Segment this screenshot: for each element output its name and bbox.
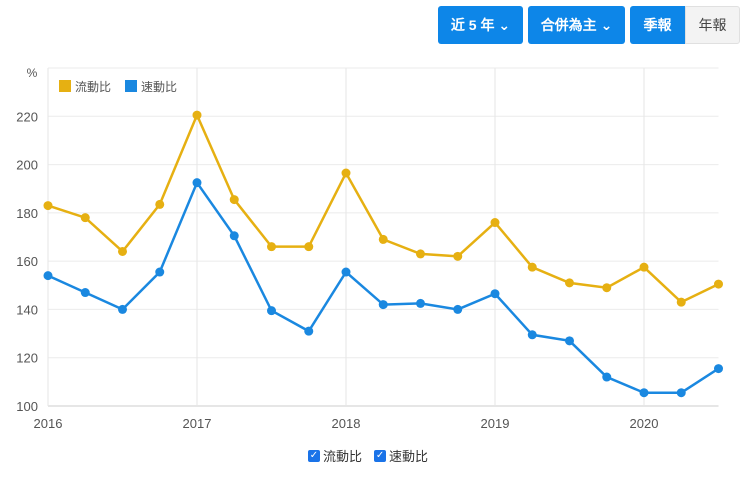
data-point-0-6 xyxy=(267,242,276,252)
data-point-0-1 xyxy=(80,213,90,223)
quarterly-button[interactable]: 季報 xyxy=(630,6,685,44)
data-point-1-17 xyxy=(676,388,686,398)
toggle-label: 速動比 xyxy=(389,449,429,464)
data-point-1-10 xyxy=(416,298,425,308)
y-tick-label: 180 xyxy=(16,206,38,221)
data-point-1-5 xyxy=(229,231,239,241)
annual-button[interactable]: 年報 xyxy=(685,6,740,44)
checkbox-checked-icon[interactable]: ✓ xyxy=(374,449,387,462)
data-point-1-12 xyxy=(490,289,500,299)
data-point-1-18 xyxy=(714,364,723,374)
y-tick-label: 160 xyxy=(16,254,38,269)
data-point-0-8 xyxy=(341,168,351,178)
series-line-1 xyxy=(47,180,720,394)
y-tick-label: 200 xyxy=(16,158,38,173)
data-point-0-2 xyxy=(118,246,127,256)
chevron-down-icon: ⌄ xyxy=(498,16,511,33)
y-tick-label: 220 xyxy=(16,109,38,124)
x-tick-label: 2017 xyxy=(183,416,212,431)
data-point-0-11 xyxy=(453,251,463,261)
toggle-quick-ratio[interactable]: ✓ 速動比 xyxy=(374,446,428,465)
data-point-1-16 xyxy=(639,388,649,398)
series-toggles: ✓ 流動比 ✓ 速動比 xyxy=(308,446,428,465)
x-tick-label: 2016 xyxy=(34,416,63,431)
data-point-0-18 xyxy=(714,279,723,289)
legend-swatch-quick-ratio xyxy=(125,80,137,92)
data-point-1-1 xyxy=(80,288,90,298)
data-point-0-9 xyxy=(378,234,388,244)
data-point-0-7 xyxy=(304,242,314,252)
data-point-1-13 xyxy=(527,330,537,340)
basis-dropdown[interactable]: 合併為主 ⌄ xyxy=(528,6,625,44)
data-point-1-7 xyxy=(304,326,314,336)
data-point-0-3 xyxy=(155,199,165,209)
range-label: 近 5 年 xyxy=(450,17,495,33)
toggle-current-ratio[interactable]: ✓ 流動比 xyxy=(308,446,362,465)
data-point-1-2 xyxy=(118,304,127,314)
legend: 流動比 速動比 xyxy=(59,80,177,94)
y-tick-label: 140 xyxy=(16,302,38,317)
data-point-0-15 xyxy=(602,283,612,293)
legend-current-ratio: 流動比 xyxy=(75,80,111,94)
y-tick-label: 100 xyxy=(16,399,38,414)
data-point-1-3 xyxy=(155,267,165,277)
data-point-1-0 xyxy=(43,271,53,281)
data-point-0-16 xyxy=(639,262,649,272)
data-point-1-9 xyxy=(378,300,388,310)
checkbox-checked-icon[interactable]: ✓ xyxy=(308,449,320,462)
data-point-0-12 xyxy=(490,218,500,228)
data-point-1-15 xyxy=(602,372,612,382)
data-point-0-5 xyxy=(229,195,239,205)
data-point-1-4 xyxy=(192,178,202,188)
chevron-down-icon: ⌄ xyxy=(600,16,613,33)
legend-swatch-current-ratio xyxy=(59,80,71,92)
data-point-0-14 xyxy=(565,278,574,288)
data-point-0-13 xyxy=(527,262,537,272)
data-point-0-0 xyxy=(43,201,53,211)
data-point-1-11 xyxy=(453,304,463,314)
data-point-0-10 xyxy=(416,249,425,259)
basis-label: 合併為主 xyxy=(540,17,597,33)
range-dropdown[interactable]: 近 5 年 ⌄ xyxy=(438,6,523,44)
y-axis-label: % xyxy=(27,66,38,80)
x-tick-label: 2020 xyxy=(630,416,659,431)
data-point-0-4 xyxy=(192,110,202,120)
data-point-0-17 xyxy=(676,297,686,307)
x-tick-label: 2018 xyxy=(332,416,361,431)
y-tick-label: 120 xyxy=(16,351,38,366)
data-point-1-8 xyxy=(341,267,351,277)
legend-quick-ratio: 速動比 xyxy=(141,80,177,94)
data-point-1-14 xyxy=(565,336,574,346)
data-point-1-6 xyxy=(267,306,276,316)
x-tick-label: 2019 xyxy=(481,416,510,431)
toggle-label: 流動比 xyxy=(323,449,363,464)
series-line-0 xyxy=(47,111,720,304)
